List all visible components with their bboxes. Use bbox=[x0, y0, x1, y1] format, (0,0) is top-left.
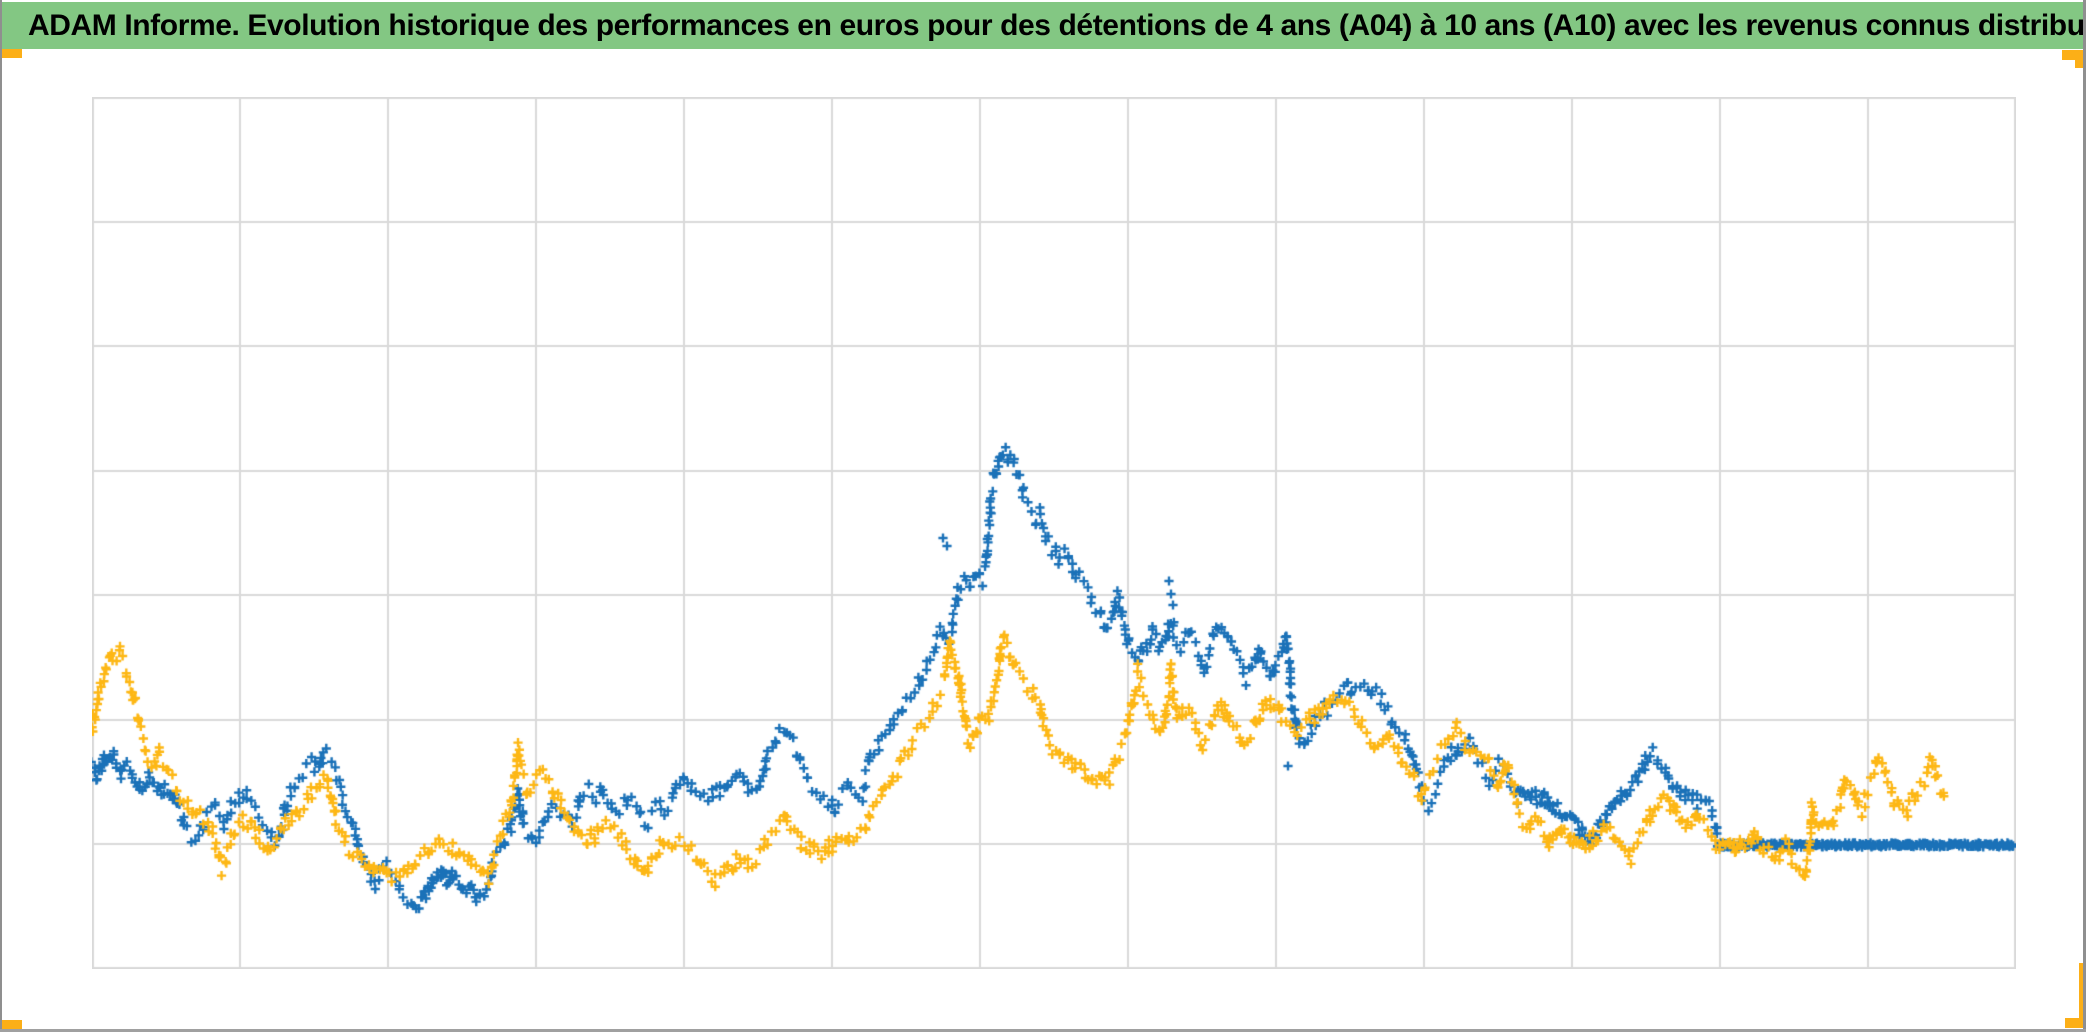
accent-top-right-vertical bbox=[2075, 50, 2083, 68]
accent-bottom-left bbox=[0, 1020, 22, 1030]
performance-scatter-canvas bbox=[92, 97, 2016, 969]
window-border-left bbox=[0, 0, 2, 1032]
accent-bottom-right-vertical bbox=[2079, 963, 2086, 1028]
window-border-bottom bbox=[0, 1029, 2086, 1032]
page-title: ADAM Informe. Evolution historique des p… bbox=[28, 8, 2086, 42]
accent-top-left bbox=[2, 49, 22, 58]
window-border-right bbox=[2083, 0, 2086, 1032]
accent-top-right-horizontal bbox=[2062, 50, 2083, 60]
performance-chart[interactable] bbox=[92, 97, 2016, 969]
title-bar: ADAM Informe. Evolution historique des p… bbox=[2, 2, 2086, 49]
accent-bottom-right-horizontal bbox=[2065, 1018, 2086, 1028]
